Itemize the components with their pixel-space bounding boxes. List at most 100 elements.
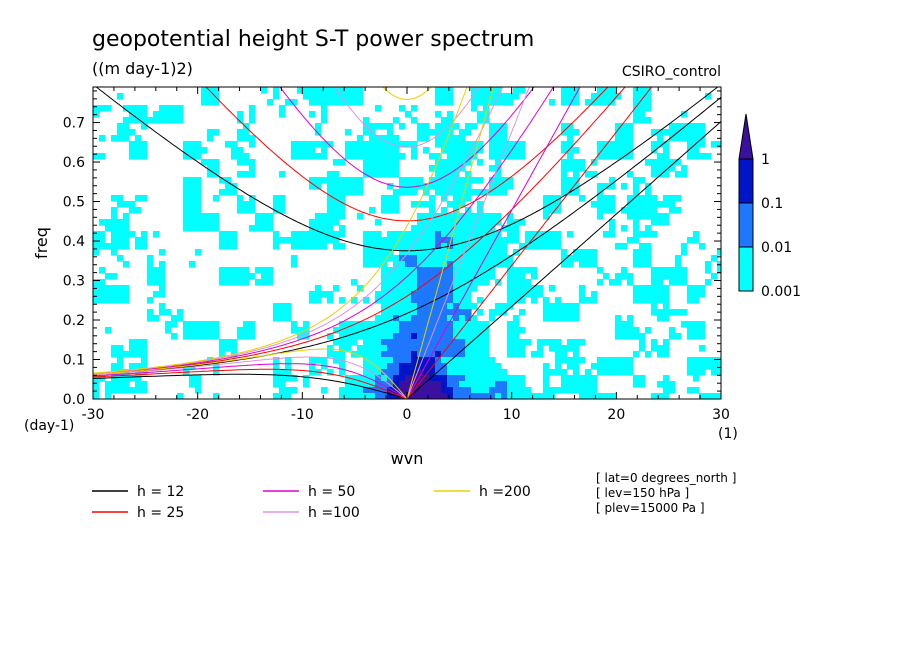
heatmap-cell <box>525 237 532 244</box>
heatmap-cell <box>651 309 658 316</box>
heatmap-cell <box>213 225 220 232</box>
heatmap-cell <box>441 231 448 238</box>
heatmap-cell <box>153 273 160 280</box>
heatmap-cell <box>507 285 514 292</box>
heatmap-cell <box>639 231 646 238</box>
heatmap-cell <box>189 333 196 340</box>
heatmap-cell <box>123 243 130 250</box>
heatmap-cell <box>687 237 694 244</box>
heatmap-cell <box>249 135 256 142</box>
heatmap-cell <box>507 393 514 399</box>
heatmap-cell <box>321 153 328 160</box>
heatmap-cell <box>273 303 280 310</box>
heatmap-cell <box>429 375 436 382</box>
heatmap-cell <box>573 249 580 256</box>
heatmap-cell <box>633 291 640 298</box>
heatmap-cell <box>411 321 418 328</box>
heatmap-cell <box>429 345 436 352</box>
heatmap-cell <box>453 381 460 388</box>
heatmap-cell <box>555 363 562 370</box>
heatmap-cell <box>417 243 424 250</box>
heatmap-cell <box>381 327 388 334</box>
heatmap-cell <box>381 141 388 148</box>
heatmap-cell <box>123 387 130 394</box>
heatmap-cell <box>519 387 526 394</box>
heatmap-cell <box>351 141 358 148</box>
heatmap-cell <box>459 363 466 370</box>
heatmap-cell <box>645 225 652 232</box>
heatmap-cell <box>627 273 634 280</box>
heatmap-cell <box>615 141 622 148</box>
heatmap-cell <box>705 267 712 274</box>
heatmap-cell <box>585 375 592 382</box>
heatmap-cell <box>345 183 352 190</box>
heatmap-cell <box>405 369 412 376</box>
heatmap-cell <box>621 327 628 334</box>
heatmap-cell <box>477 111 484 118</box>
heatmap-cell <box>207 159 214 166</box>
heatmap-cell <box>435 309 442 316</box>
heatmap-cell <box>627 129 634 136</box>
heatmap-cell <box>561 93 568 100</box>
heatmap-cell <box>363 333 370 340</box>
heatmap-cell <box>471 315 478 322</box>
heatmap-cell <box>195 201 202 208</box>
heatmap-cell <box>303 321 310 328</box>
heatmap-cell <box>381 291 388 298</box>
heatmap-cell <box>171 117 178 124</box>
heatmap-cell <box>429 369 436 376</box>
heatmap-cell <box>129 363 136 370</box>
heatmap-cell <box>435 363 442 370</box>
heatmap-cell <box>465 339 472 346</box>
heatmap-cell <box>153 117 160 124</box>
heatmap-cell <box>387 285 394 292</box>
heatmap-cell <box>663 195 670 202</box>
x-unit-label: (1) <box>718 426 738 442</box>
heatmap-cell <box>657 285 664 292</box>
heatmap-cell <box>135 363 142 370</box>
heatmap-cell <box>489 315 496 322</box>
heatmap-cell <box>675 279 682 286</box>
heatmap-cell <box>441 93 448 100</box>
heatmap-cell <box>369 321 376 328</box>
heatmap-cell <box>123 291 130 298</box>
heatmap-cell <box>537 285 544 292</box>
heatmap-cell <box>471 219 478 226</box>
heatmap-cell <box>657 279 664 286</box>
heatmap-cell <box>363 159 370 166</box>
heatmap-cell <box>657 201 664 208</box>
heatmap-cell <box>411 303 418 310</box>
heatmap-cell <box>603 357 610 364</box>
heatmap-cell <box>237 117 244 124</box>
heatmap-cell <box>519 327 526 334</box>
heatmap-cell <box>171 315 178 322</box>
heatmap-cell <box>387 393 394 399</box>
heatmap-cell <box>399 387 406 394</box>
heatmap-cell <box>513 321 520 328</box>
heatmap-cell <box>147 261 154 268</box>
heatmap-cell <box>615 129 622 136</box>
heatmap-cell <box>459 279 466 286</box>
heatmap-cell <box>375 135 382 142</box>
heatmap-cell <box>471 303 478 310</box>
heatmap-cell <box>627 315 634 322</box>
heatmap-cell <box>381 297 388 304</box>
heatmap-cell <box>525 291 532 298</box>
heatmap-cell <box>633 327 640 334</box>
heatmap-cell <box>183 207 190 214</box>
heatmap-cell <box>447 87 454 94</box>
heatmap-cell <box>453 159 460 166</box>
heatmap-cell <box>369 333 376 340</box>
heatmap-cell <box>393 267 400 274</box>
heatmap-cell <box>279 387 286 394</box>
heatmap-cell <box>93 381 100 388</box>
heatmap-cell <box>495 237 502 244</box>
heatmap-cell <box>621 267 628 274</box>
heatmap-cell <box>507 387 514 394</box>
heatmap-cell <box>441 321 448 328</box>
heatmap-cell <box>381 123 388 130</box>
heatmap-cell <box>483 273 490 280</box>
heatmap-cell <box>645 291 652 298</box>
heatmap-cell <box>351 297 358 304</box>
heatmap-cell <box>699 123 706 130</box>
